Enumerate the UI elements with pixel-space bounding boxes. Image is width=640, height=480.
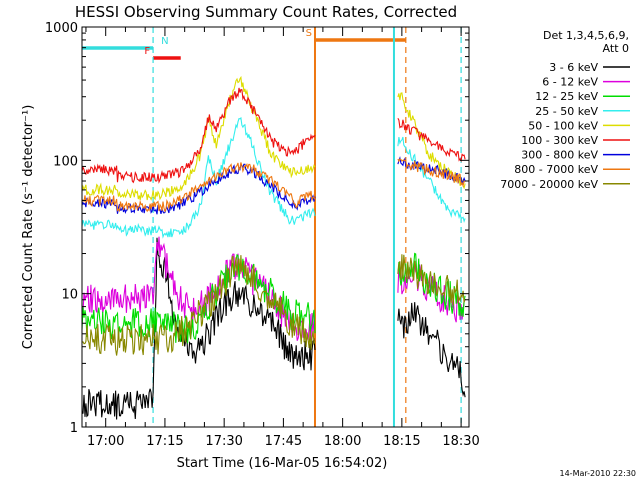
flag-label: N bbox=[161, 36, 168, 47]
plot-frame bbox=[81, 26, 470, 428]
y-tick-label: 100 bbox=[53, 154, 78, 169]
series-line bbox=[81, 237, 316, 420]
legend-entry: 25 - 50 keV bbox=[535, 105, 630, 118]
x-axis: 17:00 17:15 17:30 17:45 18:00 18:15 18:30 bbox=[85, 27, 480, 449]
legend-label: 25 - 50 keV bbox=[535, 105, 598, 118]
series-line bbox=[81, 116, 316, 239]
series-layer bbox=[81, 75, 466, 420]
series-line bbox=[81, 255, 316, 356]
legend-entry: 300 - 800 keV bbox=[521, 149, 630, 162]
legend-entry: 100 - 300 keV bbox=[521, 134, 630, 147]
legend-entry: 50 - 100 keV bbox=[528, 119, 630, 132]
y-axis: 1 10 100 1000 bbox=[45, 21, 469, 436]
series-line bbox=[81, 75, 316, 201]
footer-date: 14-Mar-2010 22:30 bbox=[560, 469, 637, 478]
y-tick-label: 1000 bbox=[45, 21, 78, 36]
legend-label: 100 - 300 keV bbox=[521, 134, 598, 147]
flag-label: S bbox=[306, 28, 312, 39]
flag-label: F bbox=[144, 46, 150, 57]
y-tick-label: 1 bbox=[70, 421, 78, 436]
series-line bbox=[397, 302, 466, 398]
y-axis-label: Corrected Count Rate (s⁻¹ detector⁻¹) bbox=[21, 105, 36, 350]
legend-entry: 6 - 12 keV bbox=[542, 76, 630, 89]
legend: Det 1,3,4,5,6,9, Att 0 3 - 6 keV 6 - 12 k… bbox=[500, 29, 630, 191]
series-line bbox=[81, 162, 316, 213]
legend-label: 7000 - 20000 keV bbox=[500, 178, 598, 191]
legend-entry: 800 - 7000 keV bbox=[514, 163, 630, 176]
legend-header-line-1: Det 1,3,4,5,6,9, bbox=[543, 29, 629, 42]
x-axis-label: Start Time (16-Mar-05 16:54:02) bbox=[177, 456, 388, 471]
x-tick-label: 17:30 bbox=[205, 434, 242, 449]
legend-entry: 3 - 6 keV bbox=[549, 61, 630, 74]
marker-layer bbox=[152, 27, 462, 427]
legend-entry: 7000 - 20000 keV bbox=[500, 178, 630, 191]
chart-title: HESSI Observing Summary Count Rates, Cor… bbox=[75, 3, 457, 21]
x-tick-label: 17:00 bbox=[87, 434, 124, 449]
x-tick-label: 18:00 bbox=[324, 434, 361, 449]
x-tick-label: 17:45 bbox=[265, 434, 302, 449]
series-line bbox=[397, 254, 466, 305]
legend-label: 800 - 7000 keV bbox=[514, 163, 598, 176]
x-tick-label: 18:15 bbox=[383, 434, 420, 449]
series-line bbox=[81, 87, 316, 184]
legend-entry: 12 - 25 keV bbox=[535, 90, 630, 103]
legend-label: 6 - 12 keV bbox=[542, 76, 598, 89]
series-line bbox=[397, 158, 466, 188]
flag-layer: NF S bbox=[82, 28, 406, 60]
y-tick-label: 10 bbox=[61, 288, 78, 303]
legend-label: 3 - 6 keV bbox=[549, 61, 598, 74]
legend-label: 50 - 100 keV bbox=[528, 119, 598, 132]
legend-label: 12 - 25 keV bbox=[535, 90, 598, 103]
x-tick-label: 18:30 bbox=[442, 434, 479, 449]
legend-label: 300 - 800 keV bbox=[521, 149, 598, 162]
x-tick-label: 17:15 bbox=[146, 434, 183, 449]
legend-header-line-2: Att 0 bbox=[603, 42, 629, 55]
series-line bbox=[397, 118, 466, 163]
series-line bbox=[397, 136, 466, 224]
